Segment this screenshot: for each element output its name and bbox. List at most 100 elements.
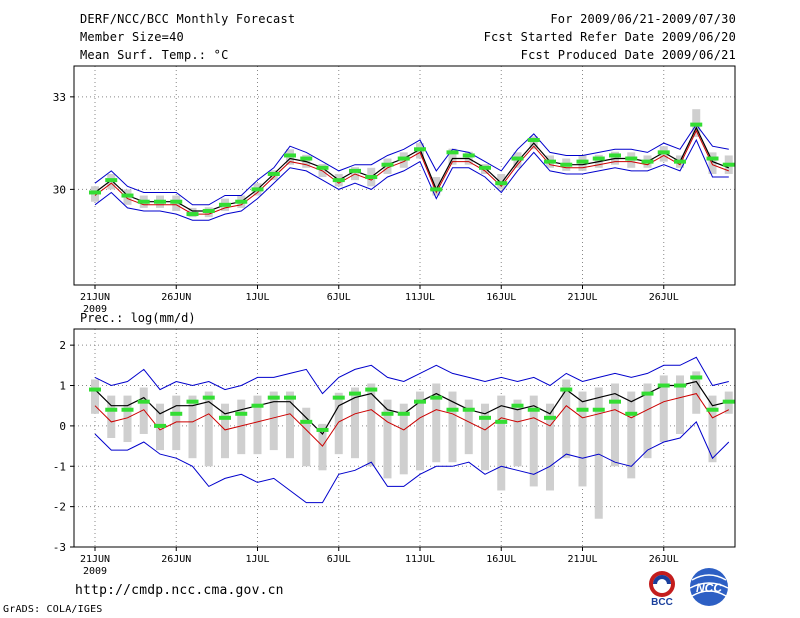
prec-ensemble-box (172, 395, 181, 451)
temp-median-marker (251, 187, 264, 192)
prec-median-marker (381, 411, 394, 416)
temp-median-marker (316, 165, 329, 170)
source-url[interactable]: http://cmdp.ncc.cma.gov.cn (75, 583, 284, 598)
prec-ensemble-box (546, 403, 554, 491)
temp-median-marker (219, 202, 231, 207)
started-date: Fcst Started Refer Date 2009/06/20 (483, 30, 736, 44)
prec-plot-frame (73, 328, 736, 548)
temp-median-marker (154, 199, 166, 204)
prec-median-marker (690, 375, 703, 380)
prec-median-marker (186, 399, 199, 404)
prec-y-tick-label: 2 (59, 339, 66, 352)
temp-median-marker (641, 159, 654, 164)
prec-median-marker (430, 395, 443, 400)
temp-median-marker (706, 156, 719, 161)
member-size: Member Size=40 (80, 30, 184, 44)
prec-y-tick-label: 0 (59, 420, 66, 433)
temp-median-marker (121, 193, 134, 198)
prec-ensemble-box (188, 395, 197, 459)
prec-ensemble-box (659, 375, 668, 443)
temp-median-marker (592, 156, 605, 161)
prec-ensemble-box (399, 403, 408, 475)
temp-median-marker (414, 147, 426, 152)
variable-label: Mean Surf. Temp.: °C (80, 48, 229, 62)
prec-median-marker (446, 407, 459, 412)
prec-median-marker (657, 383, 670, 388)
prec-ensemble-box (269, 391, 278, 451)
temp-median-marker (349, 168, 361, 173)
prec-median-marker (219, 415, 231, 420)
prec-median-marker (202, 395, 215, 400)
prec-median-marker (511, 403, 524, 408)
prec-median-marker (544, 415, 556, 420)
temp-median-marker (89, 190, 101, 195)
temp-x-tick-label: 1JUL (245, 292, 269, 303)
prec-ensemble-box (334, 392, 343, 455)
temp-ensemble-box (448, 148, 457, 165)
grads-credit: GrADS: COLA/IGES (3, 604, 103, 615)
temp-x-tick-label: 16JUL (486, 292, 516, 303)
prec-ensemble-box (627, 391, 636, 479)
prec-ensemble-box (286, 391, 294, 459)
prec-median-marker (121, 407, 134, 412)
prec-ensemble-box (253, 395, 262, 455)
temp-median-marker (495, 181, 508, 186)
prec-median-marker (609, 399, 621, 404)
temp-median-marker (235, 199, 248, 204)
prec-median-marker (625, 411, 638, 416)
temp-median-marker (511, 156, 524, 161)
prec-median-marker (365, 387, 378, 392)
temp-median-marker (267, 171, 280, 176)
temp-plot-frame (73, 65, 736, 286)
prec-ensemble-box (237, 399, 246, 455)
forecast-period: For 2009/06/21-2009/07/30 (550, 12, 736, 26)
prec-ensemble-box (643, 383, 652, 459)
temp-median-marker (446, 150, 459, 155)
prec-median-marker (316, 427, 329, 432)
prec-ensemble-box (221, 403, 229, 459)
temp-median-marker (381, 162, 394, 167)
prec-ensemble-box (481, 403, 489, 471)
prec-median-marker (154, 423, 166, 428)
temp-median-marker (365, 175, 378, 180)
temp-y-tick-label: 30 (53, 183, 66, 196)
temp-median-marker (479, 165, 491, 170)
temp-median-marker (202, 208, 215, 213)
prec-median-marker (300, 419, 313, 424)
temp-ensemble-box (708, 152, 717, 174)
prec-median-marker (641, 391, 654, 396)
prec-median-marker (560, 387, 573, 392)
prec-ensemble-box (448, 391, 457, 463)
prec-title: Prec.: log(mm/d) (80, 311, 196, 325)
prec-y-tick-label: 1 (59, 380, 66, 393)
temp-median-marker (544, 159, 556, 164)
temp-median-marker (332, 178, 345, 183)
prec-ensemble-box (416, 391, 424, 471)
chart-title: DERF/NCC/BCC Monthly Forecast (80, 12, 296, 26)
prec-median-marker (527, 407, 540, 412)
bcc-logo: BCC (649, 571, 675, 608)
temp-x-tick-label: 21JUN (80, 292, 110, 303)
temp-median-marker (300, 156, 313, 161)
prec-ensemble-box (91, 379, 99, 414)
temp-x-tick-label: 11JUL (405, 292, 435, 303)
temp-x-tick-label: 26JUN (161, 292, 191, 303)
temp-median-marker (722, 162, 735, 167)
produced-date: Fcst Produced Date 2009/06/21 (520, 48, 736, 62)
prec-median-marker (349, 391, 361, 396)
temp-median-marker (397, 156, 410, 161)
temp-median-marker (560, 162, 573, 167)
prec-median-marker (170, 411, 183, 416)
prec-median-marker (462, 407, 475, 412)
prec-median-marker (397, 411, 410, 416)
temp-median-marker (674, 159, 686, 164)
prec-y-tick-label: -1 (53, 460, 66, 473)
prec-center-line (94, 393, 730, 447)
prec-median-marker (722, 399, 735, 404)
prec-ensemble-box (611, 383, 619, 467)
prec-ensemble-box (302, 407, 311, 467)
temp-upper-envelope (94, 123, 729, 206)
temp-center-line (94, 129, 729, 215)
